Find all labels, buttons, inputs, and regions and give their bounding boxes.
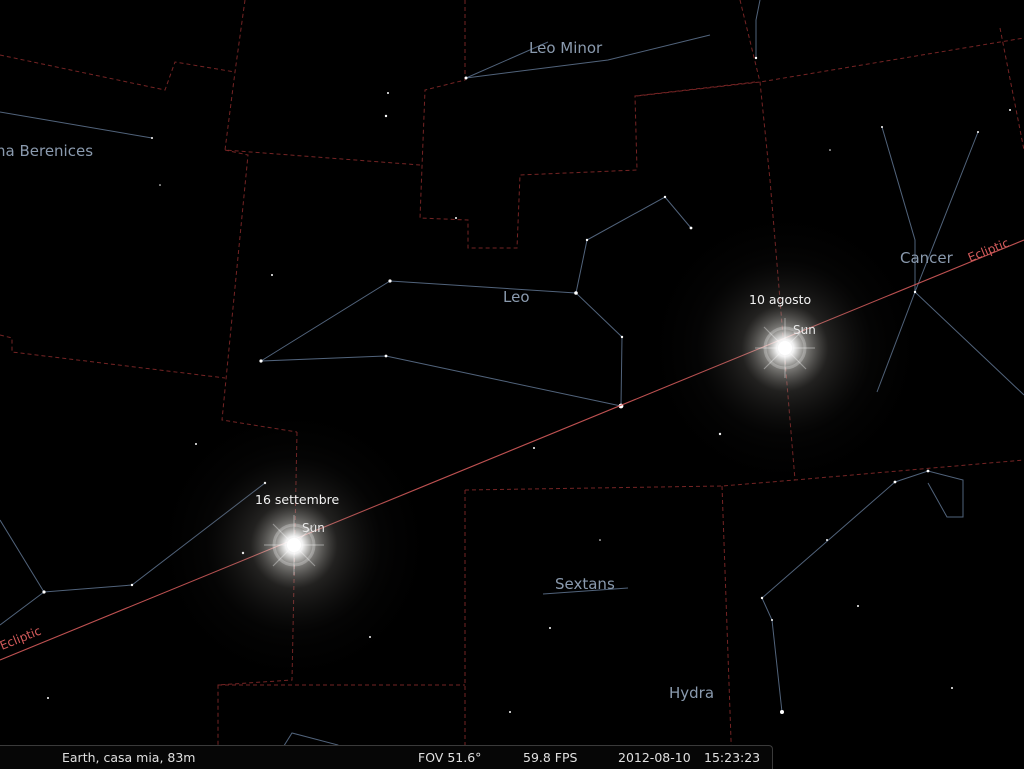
sun-august-label: Sun xyxy=(793,323,816,337)
constellation-label-leo[interactable]: Leo xyxy=(503,288,530,306)
location-readout[interactable]: Earth, casa mia, 83m xyxy=(62,750,196,765)
fov-readout: FOV 51.6° xyxy=(418,750,482,765)
sun-august[interactable] xyxy=(640,203,930,493)
time-readout[interactable]: 15:23:23 xyxy=(704,750,761,765)
sun-august-date: 10 agosto xyxy=(749,292,811,307)
sun-september-date: 16 settembre xyxy=(255,492,340,507)
stars xyxy=(42,56,1011,714)
sun-september[interactable] xyxy=(149,400,439,690)
ecliptic-label-right: Ecliptic xyxy=(966,236,1011,265)
constellation-label-sextans[interactable]: Sextans xyxy=(555,575,615,593)
constellation-label-hydra[interactable]: Hydra xyxy=(669,684,714,702)
status-bar: Earth, casa mia, 83m FOV 51.6° 59.8 FPS … xyxy=(0,745,773,769)
constellation-label-leo-minor[interactable]: Leo Minor xyxy=(529,39,603,57)
ecliptic-label-left: Ecliptic xyxy=(0,624,43,653)
date-readout[interactable]: 2012-08-10 xyxy=(618,750,691,765)
fps-readout: 59.8 FPS xyxy=(523,750,578,765)
constellation-label-cancer[interactable]: Cancer xyxy=(900,249,954,267)
sun-september-label: Sun xyxy=(302,521,325,535)
constellation-label-coma-berenices[interactable]: na Berenices xyxy=(0,142,93,160)
